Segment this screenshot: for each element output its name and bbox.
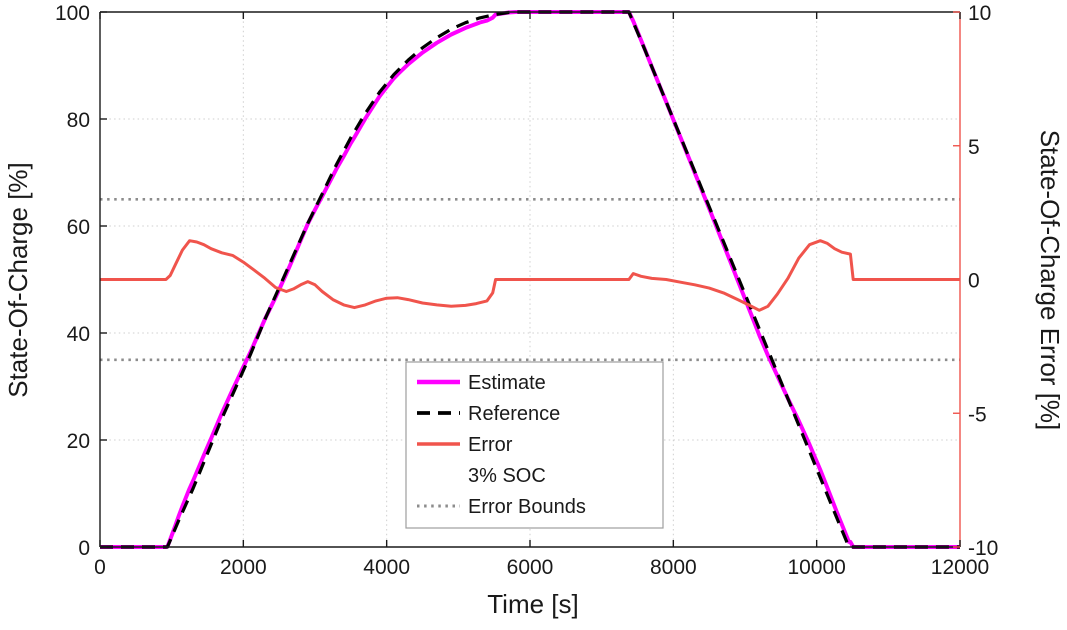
y-right-tick-label: 0 xyxy=(968,270,980,293)
error-bounds xyxy=(100,198,960,362)
legend-entry-label: Reference xyxy=(468,403,560,425)
y-right-tick-label: -10 xyxy=(968,537,998,560)
series-error-line xyxy=(100,239,960,312)
x-tick-label: 2000 xyxy=(220,556,267,579)
y-left-tick-label: 60 xyxy=(67,216,90,239)
y-left-tick-label: 0 xyxy=(78,537,90,560)
y-right-tick-label: 10 xyxy=(968,2,991,25)
right-y-axis-label: State-Of-Charge Error [%] xyxy=(1035,130,1065,431)
left-y-axis-label: State-Of-Charge [%] xyxy=(3,162,33,398)
series-lines xyxy=(100,10,960,549)
y-left-tick-label: 100 xyxy=(55,2,90,25)
legend-entry-label: 3% SOC xyxy=(468,465,546,487)
x-tick-label: 0 xyxy=(94,556,106,579)
x-tick-label: 8000 xyxy=(650,556,697,579)
tick-marks xyxy=(99,11,961,548)
legend: Estimate Reference Error 3% SOC Error Bounds xyxy=(405,361,664,529)
series-reference-line xyxy=(100,10,960,549)
x-axis-label: Time [s] xyxy=(487,589,578,619)
x-tick-label: 4000 xyxy=(363,556,410,579)
x-tick-label: 6000 xyxy=(507,556,554,579)
legend-entry-label: Estimate xyxy=(468,372,546,394)
legend-entry-label: Error Bounds xyxy=(468,496,586,518)
y-left-tick-label: 20 xyxy=(67,430,90,453)
y-left-tick-label: 40 xyxy=(67,323,90,346)
y-right-tick-label: 5 xyxy=(968,136,980,159)
axis-labels: Time [s] State-Of-Charge [%] State-Of-Ch… xyxy=(3,130,1065,619)
x-tick-label: 12000 xyxy=(931,556,989,579)
x-tick-label: 10000 xyxy=(787,556,845,579)
legend-entry-label: Error xyxy=(468,434,513,456)
tick-labels: 0 2000 4000 6000 8000 10000 12000020406080100-… xyxy=(55,2,998,579)
y-left-tick-label: 80 xyxy=(67,109,90,132)
y-right-tick-label: -5 xyxy=(968,403,987,426)
